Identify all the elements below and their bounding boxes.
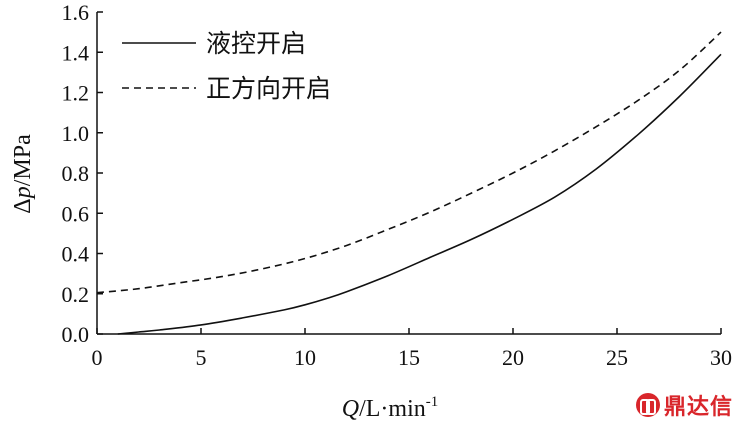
legend-label-0: 液控开启 (206, 29, 306, 58)
logo-icon (635, 393, 660, 417)
legend-label-1: 正方向开启 (206, 74, 331, 103)
y-tick-label: 0.4 (62, 242, 90, 267)
y-axis-label: Δp/MPa (10, 134, 36, 214)
y-tick-label: 1.6 (62, 0, 90, 25)
y-tick-label: 1.2 (62, 81, 90, 106)
series-lines (96, 31, 722, 335)
y-tick-label: 1.4 (62, 40, 90, 65)
x-tick-label: 5 (196, 345, 207, 370)
y-tick-label: 0.8 (62, 161, 90, 186)
x-tick-label: 15 (398, 345, 420, 370)
y-tick-label: 0.6 (62, 201, 90, 226)
y-tick-label: 1.0 (62, 121, 90, 146)
x-tick-label: 25 (606, 345, 628, 370)
watermark-text: 鼎达信 (663, 395, 733, 420)
x-tick-label: 0 (92, 345, 103, 370)
x-tick-label: 10 (294, 345, 316, 370)
y-tick-label: 0.0 (62, 322, 90, 347)
axes (96, 12, 721, 335)
y-tick-label: 0.2 (62, 282, 90, 307)
x-tick-label: 30 (710, 345, 732, 370)
series-line-1 (96, 31, 722, 294)
watermark: 鼎达信 (635, 389, 733, 421)
series-line-0 (117, 53, 722, 335)
y-ticks: 0.0 0.2 0.4 0.6 0.8 1.0 1.2 1.4 1.6 (62, 0, 103, 347)
x-axis-label: Q/L·min-1 (342, 394, 439, 422)
x-tick-label: 20 (502, 345, 524, 370)
x-ticks: 0 5 10 15 20 25 30 (92, 328, 732, 370)
